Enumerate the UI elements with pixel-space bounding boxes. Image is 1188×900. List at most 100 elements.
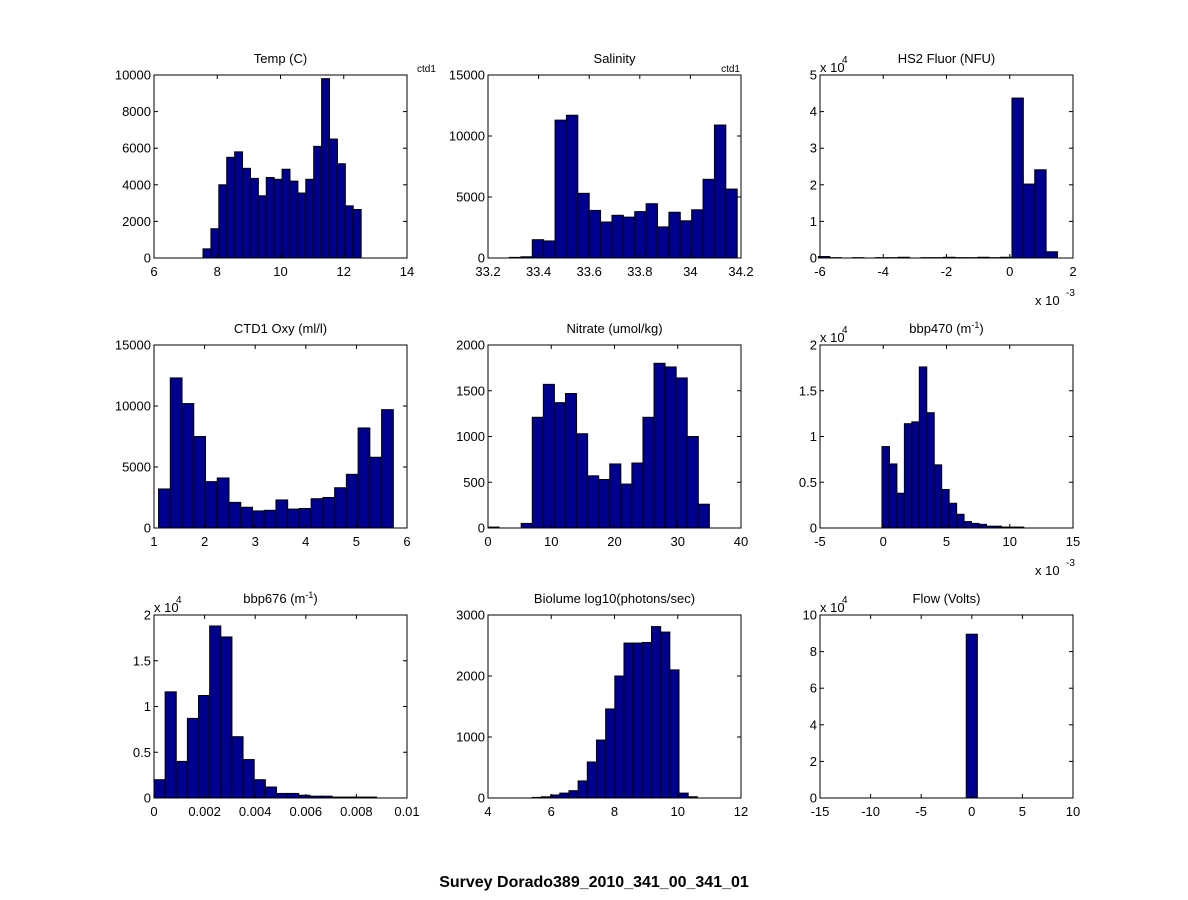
x-tick-label: 40: [734, 534, 748, 549]
y-tick-label: 1000: [456, 730, 485, 745]
y-tick-label: 4: [810, 717, 817, 732]
histogram-bar: [336, 163, 346, 259]
x-tick-label: 10: [273, 264, 287, 279]
histogram-bar: [587, 475, 600, 529]
histogram-bar: [158, 488, 171, 529]
histogram-bar: [963, 521, 973, 529]
histogram-bar: [249, 177, 259, 259]
x-tick-label: 0: [484, 534, 491, 549]
histogram-bar: [565, 114, 579, 259]
histogram-bar: [1000, 526, 1010, 529]
histogram-bar: [209, 625, 222, 799]
histogram-bar: [540, 796, 552, 799]
histogram-bar: [641, 641, 653, 799]
histogram-bar: [623, 642, 634, 799]
x-tick-label: 6: [548, 804, 555, 819]
histogram-bar: [342, 796, 355, 799]
histogram-bar: [275, 499, 289, 529]
histogram-bar: [660, 631, 671, 799]
y-tick-label: 4: [810, 104, 817, 119]
y-tick-label: 10000: [115, 68, 151, 83]
histogram-bar: [193, 436, 207, 529]
histogram-bar: [553, 402, 566, 529]
histogram-bar: [281, 168, 291, 259]
y-tick-label: 0.5: [133, 745, 151, 760]
x-tick-label: 33.8: [627, 264, 652, 279]
histogram-bar: [322, 497, 336, 529]
histogram-bar: [202, 248, 212, 259]
x-tick-label: 2: [1069, 264, 1076, 279]
y-tick-label: 0: [144, 521, 151, 536]
histogram-bar: [329, 138, 338, 259]
x-tick-label: 0: [968, 804, 975, 819]
y-tick-label: 6: [810, 681, 817, 696]
histogram-bar: [611, 214, 624, 259]
histogram-bar: [220, 636, 233, 799]
histogram-bar: [345, 473, 359, 529]
y-tick-label: 3000: [456, 608, 485, 623]
y-tick-label: 8: [810, 644, 817, 659]
x-tick-label: -15: [811, 804, 830, 819]
y-scale-multiplier: x 10: [820, 600, 845, 615]
histogram-bar: [240, 506, 253, 529]
histogram-bar: [228, 501, 242, 529]
histogram-bar: [595, 739, 607, 799]
histogram-bar: [520, 522, 533, 529]
histogram-bar: [251, 510, 265, 529]
histogram-bar: [948, 502, 958, 529]
x-tick-label: 6: [403, 534, 410, 549]
y-tick-label: 1.5: [133, 653, 151, 668]
y-scale-multiplier: x 10: [820, 330, 845, 345]
histogram-bar: [645, 203, 659, 259]
histogram-bar: [331, 796, 344, 799]
histogram-bar: [305, 178, 315, 259]
histogram-bar: [985, 525, 995, 529]
histogram-bar: [600, 221, 613, 259]
histogram-bar: [287, 792, 300, 799]
histogram-bar: [264, 786, 277, 799]
x-tick-label: -10: [861, 804, 880, 819]
histogram-bar: [1000, 256, 1013, 259]
histogram-bar: [231, 736, 244, 799]
histogram-bar: [586, 761, 597, 799]
histogram-bar: [310, 498, 324, 529]
y-scale-multiplier: x 10: [154, 600, 179, 615]
y-tick-label: 1500: [456, 383, 485, 398]
x-tick-label: 0.002: [188, 804, 221, 819]
histogram-bar: [956, 513, 965, 529]
histogram-bar: [289, 180, 299, 259]
y-tick-label: 2000: [456, 338, 485, 353]
x-tick-label: 4: [302, 534, 309, 549]
y-tick-label: 0: [810, 251, 817, 266]
x-tick-label: 5: [1019, 804, 1026, 819]
chart-title: Nitrate (umol/kg): [566, 321, 662, 336]
histogram-bar: [509, 256, 522, 259]
y-tick-label: 0: [478, 521, 485, 536]
histogram-bar: [941, 489, 950, 529]
y-tick-label: 2000: [122, 214, 151, 229]
corner-note: ctd1: [417, 64, 436, 75]
x-tick-label: 12: [734, 804, 748, 819]
histogram-bar: [263, 509, 277, 529]
histogram-bar: [576, 433, 589, 529]
histogram-bar: [668, 211, 681, 259]
histogram-bar: [977, 256, 990, 259]
histogram-bar: [218, 184, 228, 259]
histogram-bar: [257, 195, 267, 259]
x-tick-label: 0: [1006, 264, 1013, 279]
histogram-bar: [632, 642, 643, 799]
y-tick-label: 15000: [449, 68, 485, 83]
y-tick-label: 10: [803, 608, 817, 623]
y-tick-label: 8000: [122, 104, 151, 119]
x-tick-label: -2: [941, 264, 953, 279]
y-tick-label: 0: [810, 521, 817, 536]
histogram-bar: [234, 151, 244, 259]
histogram-bar: [369, 456, 383, 529]
histogram-bar: [933, 464, 943, 529]
x-scale-multiplier: x 10: [1035, 563, 1060, 578]
histogram-bar: [1015, 526, 1025, 529]
y-tick-label: 1.5: [799, 383, 817, 398]
x-tick-label: 0: [150, 804, 157, 819]
